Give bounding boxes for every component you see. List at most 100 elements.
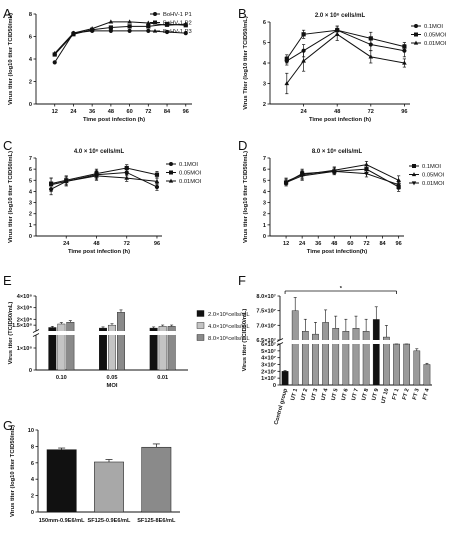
- x-tick-label: SF125-8E6/mL: [137, 518, 176, 524]
- chart-panel-c: 0 1 2 3 4 5 6 7 24 48 72 96 4.0 × 10⁶ cells/mL Time p…: [8, 149, 202, 255]
- x-tick-label: SF125-0.9E6/mL: [88, 518, 131, 524]
- y-tick-label: 8: [31, 444, 34, 450]
- x-tick-label: FT 4: [422, 387, 431, 401]
- legend-label: 0.05MOI: [422, 173, 445, 179]
- y-axis-label: Virus titer (log10 titer TCID50/mL): [10, 425, 16, 517]
- y-tick-label: 7.0×10⁷: [256, 323, 276, 329]
- bar-break-gap: [158, 331, 167, 335]
- chart-title: 8.0 × 10⁶ cells/mL: [312, 149, 363, 155]
- bar: [413, 350, 421, 386]
- x-tick-label: UT 6: [341, 388, 350, 401]
- data-point: [154, 184, 160, 190]
- y-tick-label: 4: [29, 57, 33, 63]
- bar-break-gap: [362, 340, 370, 344]
- y-tick-label: 0: [29, 234, 32, 240]
- data-point: [283, 180, 289, 186]
- data-point: [124, 165, 129, 171]
- y-tick-label: 4: [31, 477, 35, 483]
- x-tick-label: 96: [154, 241, 160, 247]
- data-point: [127, 24, 132, 29]
- legend-label: 8.0×10⁶cells/mL: [208, 335, 250, 342]
- x-tick-label: 60: [126, 109, 132, 115]
- data-point: [146, 24, 151, 29]
- bar-break-gap: [382, 340, 391, 344]
- data-point: [396, 177, 401, 182]
- x-tick-label: 0.01: [157, 375, 168, 381]
- x-tick-label: FT 3: [412, 388, 421, 401]
- legend-label: BoHV-1 P2: [163, 21, 192, 27]
- y-tick-label: 5: [29, 178, 32, 184]
- panel-label-d: D: [238, 138, 247, 153]
- data-point: [127, 28, 132, 33]
- y-tick-label: 2: [31, 494, 34, 500]
- y-tick-label: 1: [263, 223, 266, 229]
- legend-marker: [412, 164, 416, 168]
- x-tick-label: 84: [164, 109, 171, 115]
- bar: [57, 323, 66, 371]
- data-point: [402, 60, 407, 65]
- legend-label: BoHV-1 P3: [163, 29, 192, 35]
- data-point: [364, 162, 369, 167]
- x-tick-label: 48: [334, 109, 340, 115]
- y-tick-label: 2×10⁷: [261, 369, 277, 375]
- data-point: [154, 172, 160, 177]
- legend-marker: [414, 24, 418, 28]
- x-tick-label: 24: [63, 241, 70, 247]
- x-tick-label: Control group: [274, 387, 290, 425]
- y-axis-label: Virus titer (TCID50/mL): [8, 302, 14, 365]
- y-tick-label: 1×10⁸: [17, 346, 33, 352]
- y-axis-label: Virus titer (log10 titer TCID50/mL): [8, 151, 14, 243]
- legend-marker: [168, 178, 174, 183]
- y-tick-label: 2: [263, 102, 266, 108]
- x-tick-label: UT 8: [361, 388, 370, 401]
- y-tick-label: 6: [31, 461, 34, 467]
- legend-label: 4.0×10⁶cells/mL: [208, 323, 250, 330]
- x-tick-label: UT 10: [381, 388, 391, 404]
- bar: [281, 371, 289, 386]
- bar: [46, 449, 77, 513]
- axis-break-mark: [32, 329, 40, 333]
- data-point: [301, 58, 306, 63]
- x-tick-label: 72: [124, 241, 130, 247]
- bar: [362, 331, 370, 386]
- panel-label-f: F: [238, 273, 246, 288]
- x-axis-label: Time post infection(h): [307, 249, 368, 255]
- legend-label: 0.05MOI: [179, 171, 202, 177]
- data-point: [146, 20, 151, 25]
- x-tick-label: 36: [315, 241, 321, 247]
- y-tick-label: 1.5×10⁸: [12, 323, 32, 329]
- y-tick-label: 4×10⁸: [17, 294, 33, 300]
- data-point: [368, 54, 374, 59]
- y-tick-label: 7.5×10⁷: [256, 309, 276, 315]
- x-tick-label: 24: [299, 241, 306, 247]
- bar: [393, 343, 400, 386]
- x-axis-label: MOI: [107, 383, 118, 389]
- y-tick-label: 0: [273, 383, 276, 389]
- legend-label: 0.01MOI: [424, 41, 447, 47]
- bar-break-gap: [342, 340, 350, 344]
- y-tick-label: 1: [29, 223, 32, 229]
- x-tick-label: 60: [347, 241, 353, 247]
- y-tick-label: 0: [31, 510, 34, 516]
- x-tick-label: 12: [283, 241, 289, 247]
- y-tick-label: 8: [29, 12, 32, 18]
- data-point: [183, 21, 189, 26]
- legend-marker: [152, 28, 158, 33]
- bar: [372, 319, 380, 386]
- chart-panel-g: 0 2 4 6 8 10 Virus titer (log10 titer TCID50/m…: [10, 425, 180, 524]
- chart-title: 4.0 × 10⁶ cells/mL: [74, 149, 125, 155]
- y-tick-label: 7: [263, 156, 266, 162]
- y-tick-label: 3: [263, 82, 266, 88]
- y-tick-label: 4: [263, 61, 267, 67]
- y-axis-label: Virus titer (log10 titer TCID50/mL): [8, 13, 14, 105]
- y-tick-label: 4: [29, 189, 33, 195]
- legend-swatch: [196, 334, 205, 341]
- x-tick-label: 72: [368, 109, 374, 115]
- data-point: [94, 173, 99, 178]
- y-tick-label: 6: [263, 167, 266, 173]
- y-tick-label: 1×10⁷: [261, 376, 277, 382]
- data-point: [164, 22, 170, 27]
- data-point: [364, 167, 369, 172]
